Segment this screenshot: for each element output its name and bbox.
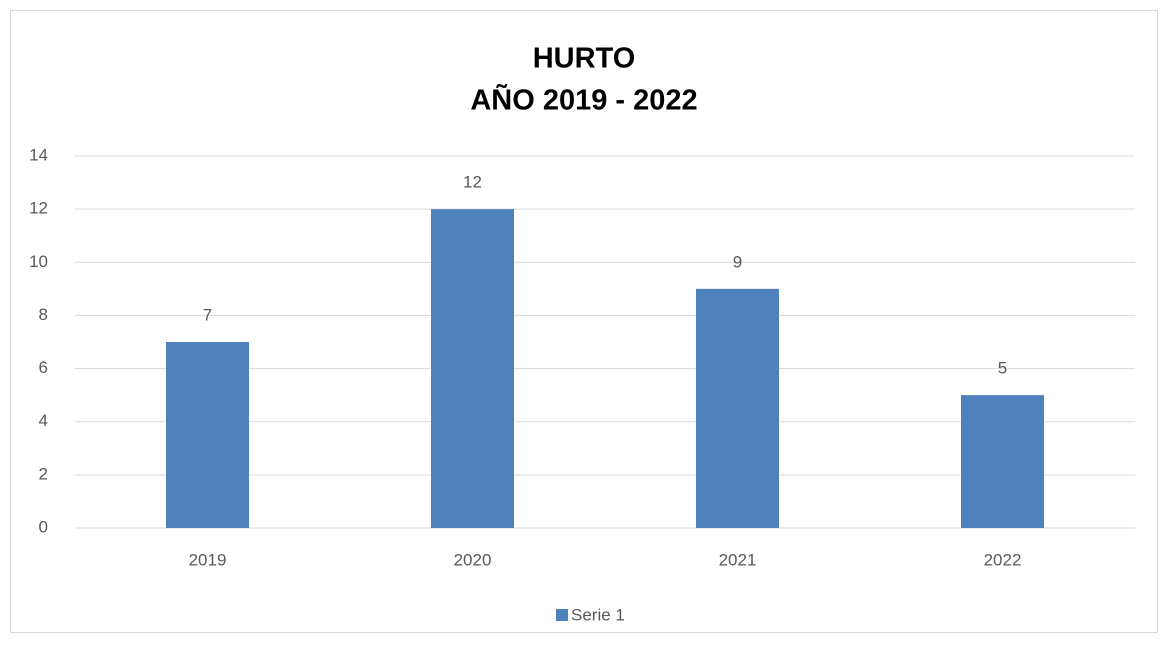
y-tick-label: 2 [39,464,48,483]
y-tick-label: 10 [29,252,48,271]
x-tick-label: 2019 [189,550,227,569]
chart-title: AÑO 2019 - 2022 [470,83,697,117]
y-tick-label: 14 [29,145,48,164]
bar [431,209,514,528]
x-tick-label: 2022 [984,550,1022,569]
legend-swatch [556,609,568,621]
y-tick-label: 0 [39,517,48,536]
data-label: 12 [463,173,482,192]
chart-frame [10,10,1158,633]
chart-title: HURTO [533,43,636,75]
x-tick-label: 2021 [719,550,757,569]
bar [961,395,1044,528]
data-label: 7 [203,305,212,324]
data-label: 9 [733,252,742,271]
legend-label: Serie 1 [571,605,625,624]
y-tick-label: 12 [29,199,48,218]
y-tick-label: 6 [39,358,48,377]
x-tick-label: 2020 [454,550,492,569]
y-tick-label: 4 [39,411,48,430]
bar [696,288,779,528]
bar [166,342,249,528]
y-tick-label: 8 [39,305,48,324]
data-label: 5 [998,359,1007,378]
